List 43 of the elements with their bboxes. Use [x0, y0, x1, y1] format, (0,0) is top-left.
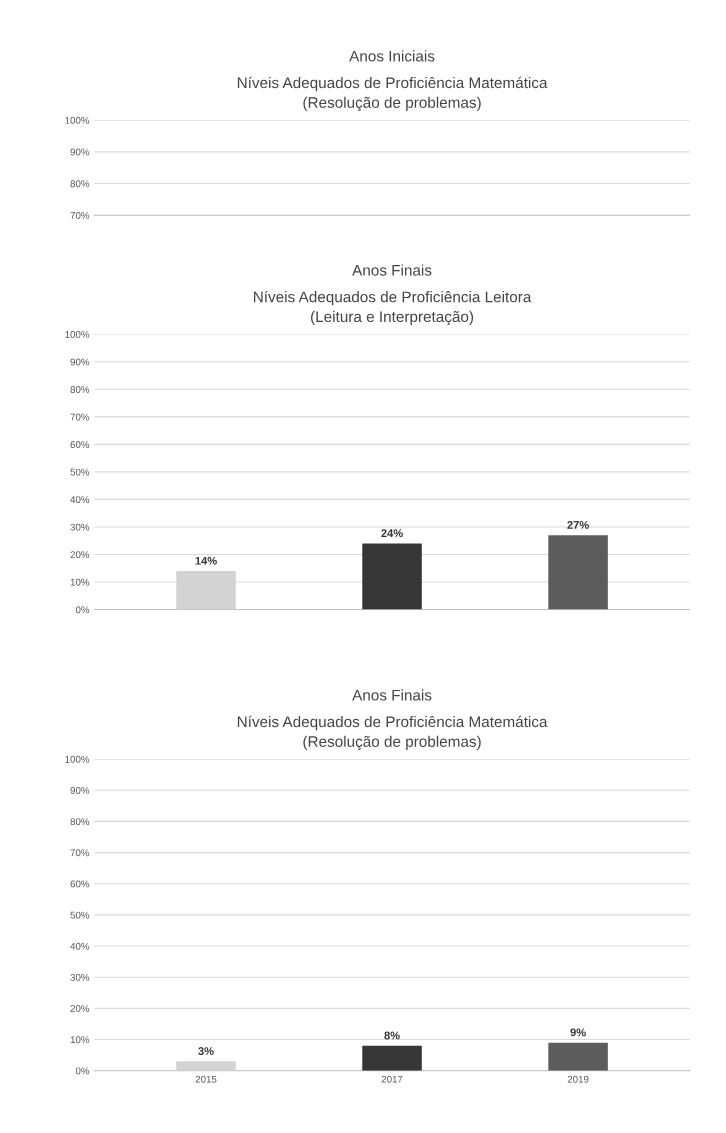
y-tick-label: 70% — [70, 849, 90, 857]
y-tick-label: 70% — [70, 212, 90, 219]
y-tick-label: 50% — [70, 468, 90, 476]
y-tick-label: 100% — [65, 116, 90, 124]
x-tick-label: 2017 — [381, 1075, 403, 1083]
data-label: 3% — [198, 1047, 214, 1055]
chart-title: Anos Finais — [352, 689, 432, 701]
y-tick-label: 40% — [70, 496, 90, 504]
y-tick-label: 30% — [70, 523, 90, 531]
data-label: 9% — [570, 1028, 586, 1037]
y-tick-label: 0% — [75, 606, 90, 614]
x-tick-label: 2015 — [195, 1075, 217, 1083]
x-tick-label: 2019 — [567, 1075, 589, 1083]
data-label: 24% — [381, 529, 403, 538]
bar — [362, 543, 422, 610]
chart-subtitle: Níveis Adequados de Proficiência Leitora (Leitura e Interpretação) — [254, 290, 532, 326]
y-tick-label: 10% — [70, 1036, 90, 1044]
y-tick-label: 100% — [65, 755, 90, 763]
y-tick-label: 60% — [70, 880, 90, 888]
chart-title: Anos Finais — [352, 264, 432, 276]
y-tick-label: 50% — [70, 911, 90, 919]
y-tick-label: 70% — [70, 413, 90, 421]
y-tick-label: 30% — [70, 973, 90, 981]
chart-subtitle: Níveis Adequados de Proficiência Matemática (Resolução de problemas) — [237, 76, 548, 112]
y-tick-label: 90% — [70, 787, 90, 794]
data-label: 14% — [195, 556, 217, 565]
y-tick-label: 10% — [70, 578, 90, 586]
y-tick-label: 80% — [70, 180, 90, 188]
chart-title: Anos Iniciais — [349, 50, 435, 62]
data-label: 27% — [567, 520, 589, 529]
y-tick-label: 20% — [70, 551, 90, 559]
y-tick-label: 80% — [70, 818, 90, 826]
y-tick-label: 60% — [70, 441, 90, 448]
chart-subtitle: Níveis Adequados de Proficiência Matemática (Resolução de problemas) — [237, 715, 548, 751]
y-tick-label: 20% — [70, 1005, 90, 1012]
y-tick-label: 80% — [70, 386, 90, 393]
bar — [548, 535, 608, 610]
y-tick-label: 100% — [65, 330, 90, 338]
y-tick-label: 90% — [70, 358, 90, 366]
data-label: 8% — [384, 1031, 400, 1040]
y-tick-label: 0% — [75, 1067, 90, 1075]
y-tick-label: 90% — [70, 148, 90, 156]
y-tick-label: 40% — [70, 942, 90, 950]
